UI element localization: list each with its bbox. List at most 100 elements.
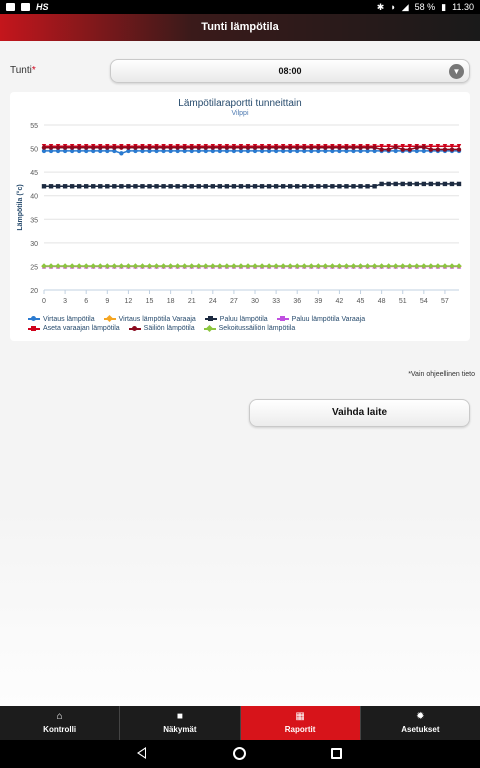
- data-point: [167, 263, 174, 269]
- data-point: [350, 263, 357, 269]
- data-point: [385, 263, 392, 269]
- legend-item[interactable]: Säiliön lämpötila: [128, 324, 195, 333]
- clock: 11.30: [452, 2, 474, 12]
- data-point: [245, 184, 251, 189]
- legend-item[interactable]: Paluu lämpötila: [204, 315, 268, 324]
- recent-apps-icon[interactable]: [331, 748, 342, 759]
- data-point: [224, 184, 230, 189]
- legend-item[interactable]: Virtaus lämpötila: [28, 315, 95, 324]
- y-tick-label: 45: [30, 170, 38, 177]
- data-point: [84, 184, 89, 189]
- nav-label: Näkymät: [163, 725, 197, 734]
- data-point: [231, 145, 237, 150]
- data-point: [126, 148, 131, 154]
- x-tick-label: 57: [441, 298, 449, 305]
- hour-select[interactable]: 08:00 ▼: [110, 59, 470, 83]
- data-point: [125, 263, 132, 269]
- data-point: [414, 181, 419, 187]
- data-point: [41, 145, 47, 150]
- data-point: [365, 184, 370, 189]
- data-point: [309, 184, 314, 189]
- data-point: [449, 263, 455, 269]
- nav-item-asetukset[interactable]: ✹ Asetukset: [361, 706, 480, 740]
- data-point: [316, 145, 321, 150]
- nav-item-raportit[interactable]: ▦ Raportit: [240, 706, 361, 740]
- legend-item[interactable]: Aseta varaajan lämpötila: [28, 324, 120, 333]
- data-point: [329, 263, 336, 269]
- legend-swatch: [203, 324, 216, 332]
- data-point: [323, 145, 328, 150]
- data-point: [295, 145, 300, 150]
- data-point: [126, 184, 131, 189]
- data-point: [196, 184, 201, 189]
- home-circle-icon[interactable]: [233, 747, 246, 760]
- data-point: [456, 181, 462, 187]
- data-point: [252, 148, 258, 154]
- data-point: [181, 263, 188, 269]
- data-point: [97, 263, 103, 269]
- data-point: [196, 148, 201, 154]
- data-point: [428, 181, 434, 187]
- data-point: [203, 263, 209, 269]
- data-point: [358, 145, 363, 150]
- data-point: [309, 148, 314, 154]
- data-point: [62, 263, 68, 269]
- data-point: [302, 184, 307, 189]
- data-point: [428, 263, 434, 269]
- x-tick-label: 36: [293, 298, 301, 305]
- page-title: Tunti lämpötila: [0, 14, 480, 41]
- data-point: [112, 184, 117, 189]
- data-point: [245, 145, 251, 150]
- data-point: [245, 148, 251, 154]
- data-point: [372, 145, 377, 150]
- legend-item[interactable]: Virtaus lämpötila Varaaja: [103, 314, 196, 324]
- data-point: [456, 147, 462, 152]
- data-point: [323, 184, 328, 189]
- data-point: [76, 184, 82, 189]
- y-tick-label: 35: [30, 217, 38, 224]
- data-point: [118, 263, 125, 269]
- y-tick-label: 40: [30, 194, 38, 201]
- data-point: [76, 145, 82, 150]
- chevron-down-icon[interactable]: ▼: [449, 64, 464, 79]
- legend-item[interactable]: Sekoitussäiliön lämpötila: [203, 324, 295, 333]
- back-icon[interactable]: [137, 747, 146, 759]
- legend-swatch: [28, 325, 40, 331]
- nav-label: Asetukset: [401, 725, 440, 734]
- data-point: [435, 263, 441, 269]
- data-point: [252, 145, 258, 150]
- data-point: [119, 184, 124, 189]
- data-point: [435, 147, 441, 152]
- data-point: [435, 181, 441, 187]
- data-point: [259, 263, 265, 269]
- data-point: [231, 263, 237, 269]
- change-device-button[interactable]: Vaihda laite: [249, 399, 470, 427]
- data-point: [238, 148, 244, 154]
- data-point: [287, 263, 293, 269]
- data-point: [175, 184, 180, 189]
- nav-item-kontrolli[interactable]: ⌂ Kontrolli: [0, 706, 121, 740]
- data-point: [224, 263, 230, 269]
- data-point: [400, 147, 405, 152]
- nav-item-nakymat[interactable]: ■ Näkymät: [120, 706, 241, 740]
- data-point: [414, 148, 419, 154]
- data-point: [41, 148, 47, 154]
- data-point: [273, 263, 279, 269]
- legend-label: Aseta varaajan lämpötila: [43, 325, 120, 332]
- data-point: [55, 148, 61, 154]
- data-point: [252, 263, 258, 269]
- data-point: [98, 148, 103, 154]
- legend-item[interactable]: Paluu lämpötila Varaaja: [276, 315, 365, 324]
- data-point: [119, 151, 124, 156]
- x-tick-label: 18: [167, 298, 175, 305]
- data-point: [449, 144, 455, 149]
- data-point: [98, 184, 103, 189]
- data-point: [48, 184, 54, 189]
- data-point: [337, 145, 342, 150]
- data-point: [69, 145, 75, 150]
- x-tick-label: 3: [63, 298, 67, 305]
- x-tick-label: 39: [314, 298, 322, 305]
- home-icon: ⌂: [56, 711, 63, 722]
- data-point: [147, 145, 152, 150]
- data-point: [378, 263, 385, 269]
